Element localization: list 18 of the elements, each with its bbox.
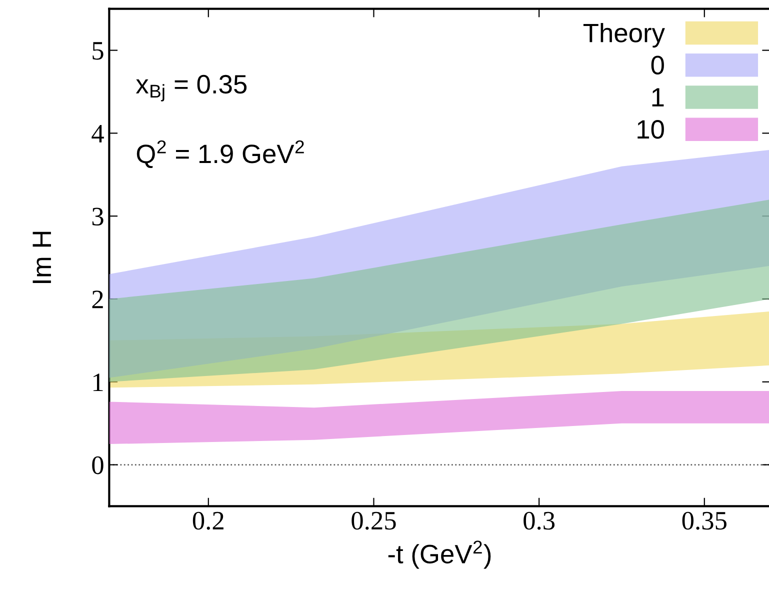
legend-label: 0 — [651, 56, 664, 74]
x-tick-label: 0.2 — [192, 512, 224, 530]
y-tick-label: 4 — [92, 124, 104, 142]
y-tick-label: 1 — [93, 374, 103, 392]
y-tick-label: 2 — [92, 290, 103, 308]
x-axis-title: -t (GeV$^{2}$) — [388, 540, 491, 569]
legend-label: Theory — [583, 22, 665, 48]
legend-label: 10 — [638, 120, 664, 139]
y-tick-label: 3 — [92, 208, 104, 226]
annotation: Q$^{2}$ = 1.9 GeV$^{2}$ — [136, 140, 304, 168]
annotation: x$_{Bj}$ = 0.35 — [136, 74, 247, 102]
y-tick-label: 5 — [92, 42, 104, 60]
x-tick-label: 0.35 — [682, 512, 726, 530]
x-tick-label: 0.3 — [524, 512, 555, 530]
y-tick-label: 0 — [92, 456, 104, 474]
x-tick-label: 0.25 — [352, 512, 396, 530]
y-axis-title: Im H — [32, 232, 51, 283]
legend-label: 1 — [652, 88, 664, 106]
